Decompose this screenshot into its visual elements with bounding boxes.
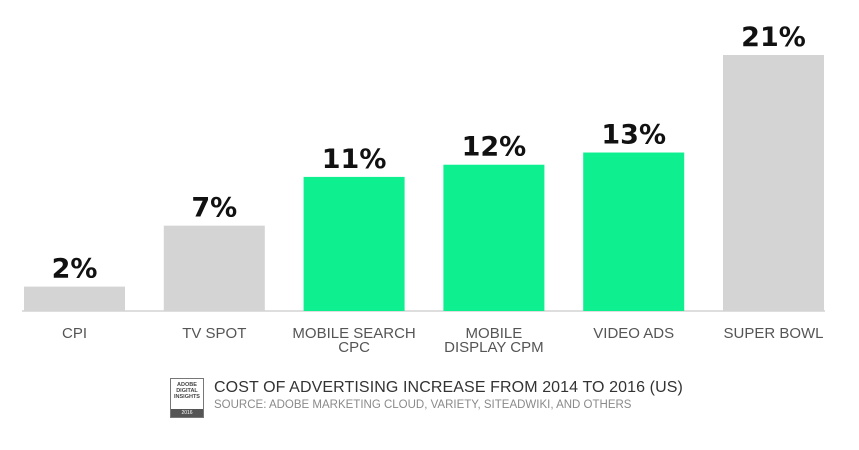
bar-chart: 2% 7% 11% 12% 13% 21% CPI TV SPOT MOBILE SEARCH… xyxy=(22,22,825,356)
category-labels-group: CPI TV SPOT MOBILE SEARCH CPC MOBILE DISPLAY … xyxy=(62,325,824,356)
value-label-0: 2% xyxy=(52,254,98,285)
value-label-1: 7% xyxy=(191,193,237,224)
category-label-2: MOBILE SEARCH CPC xyxy=(292,325,415,356)
bars-group xyxy=(24,55,824,311)
bar-4 xyxy=(583,152,685,311)
bar-2 xyxy=(303,176,405,311)
chart-title: COST OF ADVERTISING INCREASE FROM 2014 T… xyxy=(214,379,683,396)
bar-3 xyxy=(443,164,545,311)
category-label-4: VIDEO ADS xyxy=(593,325,674,342)
category-label-5: SUPER BOWL xyxy=(723,325,823,342)
category-label-0: CPI xyxy=(62,325,87,342)
chart-source: SOURCE: ADOBE MARKETING CLOUD, VARIETY, … xyxy=(214,399,632,411)
footer-text: COST OF ADVERTISING INCREASE FROM 2014 T… xyxy=(214,378,683,412)
category-label-line: VIDEO ADS xyxy=(593,325,674,342)
category-label-line: CPI xyxy=(62,325,87,342)
category-label-line: DISPLAY CPM xyxy=(444,339,543,356)
bar-5 xyxy=(723,55,824,311)
category-label-line: SUPER BOWL xyxy=(723,325,823,342)
category-label-1: TV SPOT xyxy=(182,325,246,342)
badge-text: ADOBE DIGITAL INSIGHTS xyxy=(174,382,200,400)
adobe-digital-insights-badge: ADOBE DIGITAL INSIGHTS 2016 xyxy=(170,378,204,418)
bar-1 xyxy=(163,225,265,311)
category-label-line: CPC xyxy=(338,339,370,356)
value-label-2: 11% xyxy=(322,144,387,175)
category-label-line: MOBILE xyxy=(466,325,523,342)
value-label-3: 12% xyxy=(462,132,527,163)
bar-0 xyxy=(24,286,125,311)
value-labels-group: 2% 7% 11% 12% 13% 21% xyxy=(52,22,806,285)
badge-year: 2016 xyxy=(171,409,203,417)
category-label-line: TV SPOT xyxy=(182,325,246,342)
category-label-3: MOBILE DISPLAY CPM xyxy=(444,325,543,356)
chart-footer: ADOBE DIGITAL INSIGHTS 2016 COST OF ADVE… xyxy=(170,378,683,418)
value-label-5: 21% xyxy=(741,22,806,53)
category-label-line: MOBILE SEARCH xyxy=(292,325,415,342)
value-label-4: 13% xyxy=(601,120,666,151)
